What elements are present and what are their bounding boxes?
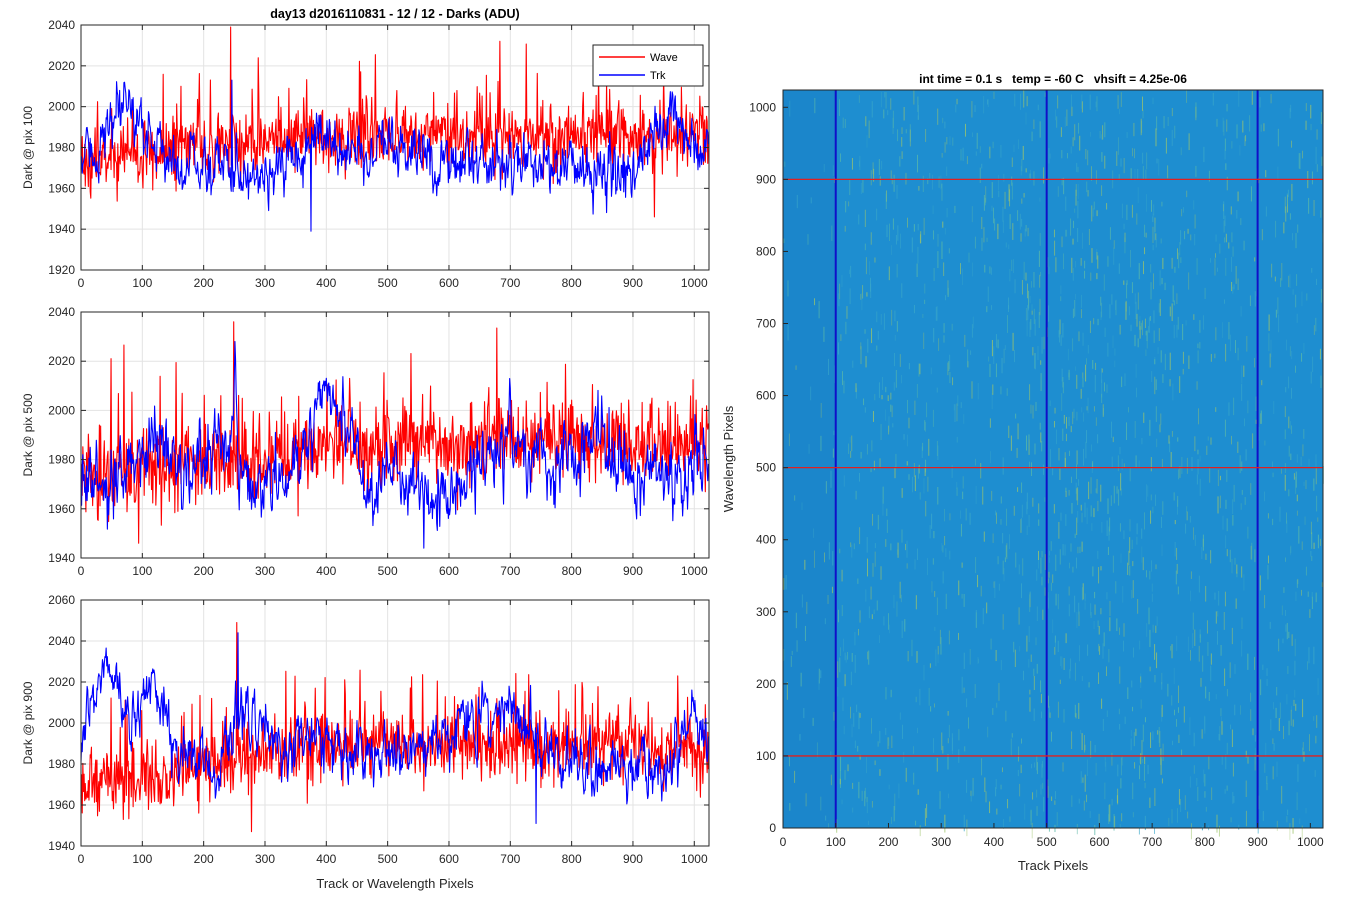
line-plot-pix900: 0 100 200 300 400 500 600 700 800 900 1000 1940 1960… — [21, 593, 710, 891]
y-tick-label: 1960 — [48, 181, 75, 195]
x-axis-label: Track or Wavelength Pixels — [316, 876, 474, 891]
heatmap-y-tick-label: 600 — [756, 389, 776, 403]
x-tick-label: 1000 — [681, 564, 708, 578]
heatmap-y-tick-label: 200 — [756, 677, 776, 691]
y-tick-label: 2040 — [48, 18, 75, 32]
x-tick-label: 400 — [316, 276, 336, 290]
x-tick-label: 100 — [132, 564, 152, 578]
x-tick-label: 500 — [378, 852, 398, 866]
x-tick-label: 900 — [623, 852, 643, 866]
legend-label-trk: Trk — [650, 70, 666, 82]
x-tick-label: 300 — [255, 852, 275, 866]
y-tick-label: 1980 — [48, 453, 75, 467]
series-line-wave — [80, 26, 709, 218]
y-tick-label: 1980 — [48, 757, 75, 771]
y-tick-label: 2020 — [48, 675, 75, 689]
legend-label-wave: Wave — [650, 52, 678, 64]
heatmap-x-axis-label: Track Pixels — [1018, 858, 1089, 873]
heatmap-y-axis-label: Wavelength Pixels — [721, 405, 736, 512]
y-tick-label: 1920 — [48, 263, 75, 277]
heatmap-x-tick-label: 500 — [1037, 835, 1057, 849]
x-tick-label: 300 — [255, 564, 275, 578]
x-tick-label: 1000 — [681, 852, 708, 866]
x-tick-label: 600 — [439, 564, 459, 578]
heatmap-x-tick-label: 1000 — [1297, 835, 1324, 849]
x-tick-label: 600 — [439, 276, 459, 290]
y-tick-label: 1940 — [48, 222, 75, 236]
y-tick-label: 2060 — [48, 593, 75, 607]
x-tick-label: 100 — [132, 276, 152, 290]
y-tick-label: 1960 — [48, 798, 75, 812]
legend-box — [592, 44, 704, 87]
heatmap-x-tick-label: 600 — [1089, 835, 1109, 849]
heatmap-background — [783, 90, 1323, 828]
figure-suptitle: day13 d2016110831 - 12 / 12 - Darks (ADU… — [270, 7, 519, 21]
x-tick-label: 800 — [562, 852, 582, 866]
y-tick-label: 1980 — [48, 141, 75, 155]
x-tick-label: 100 — [132, 852, 152, 866]
y-tick-label: 2040 — [48, 305, 75, 319]
heatmap-axes-box — [782, 89, 1324, 829]
heatmap-y-tick-label: 700 — [756, 317, 776, 331]
y-tick-label: 1940 — [48, 839, 75, 853]
y-tick-label: 2020 — [48, 59, 75, 73]
heatmap-x-tick-label: 700 — [1142, 835, 1162, 849]
x-tick-label: 900 — [623, 276, 643, 290]
heatmap-x-tick-label: 200 — [878, 835, 898, 849]
heatmap-x-tick-label: 400 — [984, 835, 1004, 849]
y-tick-label: 1960 — [48, 502, 75, 516]
y-tick-label: 2040 — [48, 634, 75, 648]
x-tick-label: 900 — [623, 564, 643, 578]
heatmap-y-tick-label: 1000 — [749, 100, 776, 114]
x-tick-label: 0 — [78, 564, 85, 578]
image-title: int time = 0.1 s temp = -60 C vhsift = 4… — [919, 72, 1187, 86]
heatmap-x-tick-label: 300 — [931, 835, 951, 849]
axes-box — [80, 311, 710, 559]
series-line-trk — [80, 632, 709, 824]
heatmap-y-tick-label: 0 — [769, 821, 776, 835]
x-tick-label: 800 — [562, 564, 582, 578]
heatmap-y-tick-label: 900 — [756, 172, 776, 186]
image-plot: 0 100 200 300 400 500 600 700 800 900 1000 0 100 200 3… — [721, 89, 1324, 873]
heatmap-y-tick-label: 300 — [756, 605, 776, 619]
plot-legend: Wave Trk — [592, 44, 704, 87]
x-tick-label: 700 — [500, 564, 520, 578]
x-tick-label: 500 — [378, 276, 398, 290]
heatmap-y-tick-label: 100 — [756, 749, 776, 763]
heatmap-dark-band — [783, 90, 836, 828]
heatmap-x-tick-label: 800 — [1195, 835, 1215, 849]
y-tick-label: 2020 — [48, 354, 75, 368]
line-plot-pix500: 0 100 200 300 400 500 600 700 800 900 1000 1940 1960… — [21, 305, 710, 578]
heatmap-x-tick-label: 0 — [780, 835, 787, 849]
x-tick-label: 700 — [500, 276, 520, 290]
x-tick-label: 1000 — [681, 276, 708, 290]
series-line-trk — [80, 340, 709, 549]
heatmap-y-tick-label: 400 — [756, 533, 776, 547]
x-tick-label: 600 — [439, 852, 459, 866]
x-tick-label: 700 — [500, 852, 520, 866]
x-tick-label: 800 — [562, 276, 582, 290]
y-tick-label: 2000 — [48, 100, 75, 114]
y-axis-label: Dark @ pix 500 — [21, 393, 35, 476]
x-tick-label: 200 — [194, 564, 214, 578]
y-axis-label: Dark @ pix 900 — [21, 681, 35, 764]
y-tick-label: 1940 — [48, 551, 75, 565]
x-tick-label: 200 — [194, 852, 214, 866]
heatmap-x-tick-label: 900 — [1248, 835, 1268, 849]
x-tick-label: 200 — [194, 276, 214, 290]
heatmap-y-tick-label: 800 — [756, 244, 776, 258]
x-tick-label: 400 — [316, 564, 336, 578]
y-axis-label: Dark @ pix 100 — [21, 106, 35, 189]
x-tick-label: 500 — [378, 564, 398, 578]
heatmap-x-tick-label: 100 — [826, 835, 846, 849]
x-tick-label: 400 — [316, 852, 336, 866]
x-tick-label: 0 — [78, 276, 85, 290]
heatmap-y-tick-label: 500 — [756, 461, 776, 475]
x-tick-label: 300 — [255, 276, 275, 290]
series-line-trk — [80, 79, 709, 232]
y-tick-label: 2000 — [48, 403, 75, 417]
x-tick-label: 0 — [78, 852, 85, 866]
y-tick-label: 2000 — [48, 716, 75, 730]
